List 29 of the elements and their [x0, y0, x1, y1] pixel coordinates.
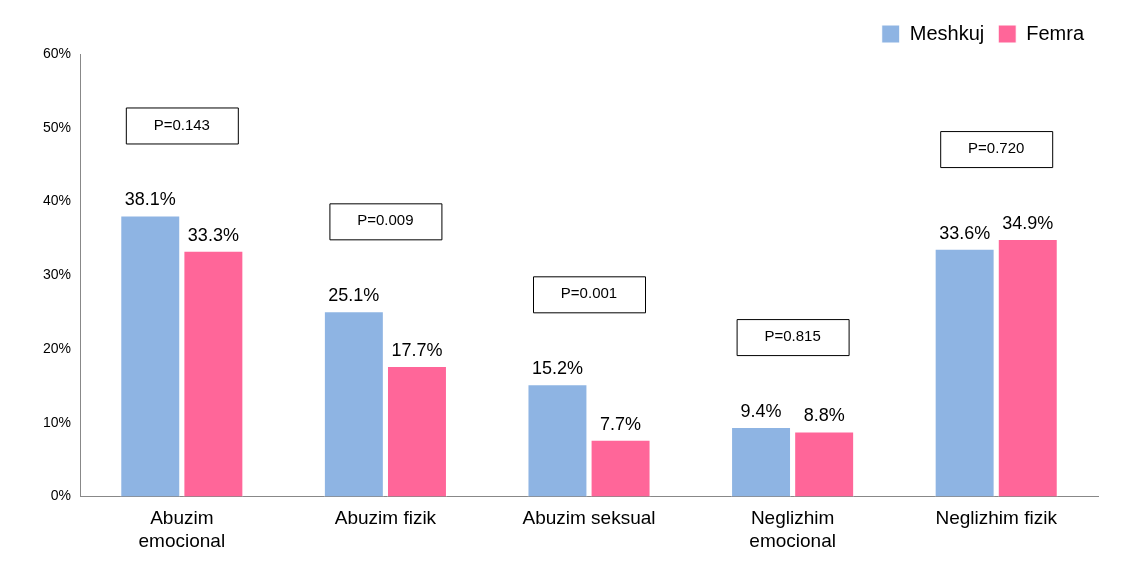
y-tick-label: 40%: [42, 192, 72, 209]
y-tick-label: 10%: [42, 413, 72, 430]
x-tick-label: Abuzim seksual: [522, 507, 656, 529]
y-tick-label: 60%: [42, 44, 72, 61]
y-tick-label: 50%: [42, 118, 72, 135]
x-tick-label: Neglizhim fizik: [935, 507, 1058, 529]
legend-label: Meshkuj: [909, 21, 985, 44]
annotation: P=0.815: [764, 327, 821, 345]
x-tick-label: Neglizhim emocional: [749, 507, 836, 551]
annotation: P=0.143: [153, 115, 210, 133]
y-tick-label: 30%: [42, 266, 72, 283]
y-tick-label: 0%: [50, 487, 72, 504]
data-label: 15.2%: [531, 358, 583, 379]
y-tick-label: 20%: [42, 339, 72, 356]
x-tick-label: Abuzim fizik: [334, 507, 437, 529]
data-label: 38.1%: [124, 189, 176, 210]
data-label: 9.4%: [740, 401, 782, 422]
data-label: 7.7%: [600, 413, 642, 434]
data-label: 33.6%: [939, 222, 991, 243]
data-label: 25.1%: [328, 285, 380, 306]
x-tick-label: Abuzim emocional: [138, 507, 226, 551]
data-label: 17.7%: [391, 339, 443, 360]
annotation: P=0.720: [968, 139, 1025, 157]
annotation: P=0.001: [560, 284, 618, 302]
data-label: 34.9%: [1002, 213, 1054, 234]
data-label: 33.3%: [187, 224, 239, 245]
annotation: P=0.009: [357, 211, 414, 229]
data-label: 8.8%: [803, 405, 845, 426]
legend-label: Femra: [1026, 21, 1085, 44]
